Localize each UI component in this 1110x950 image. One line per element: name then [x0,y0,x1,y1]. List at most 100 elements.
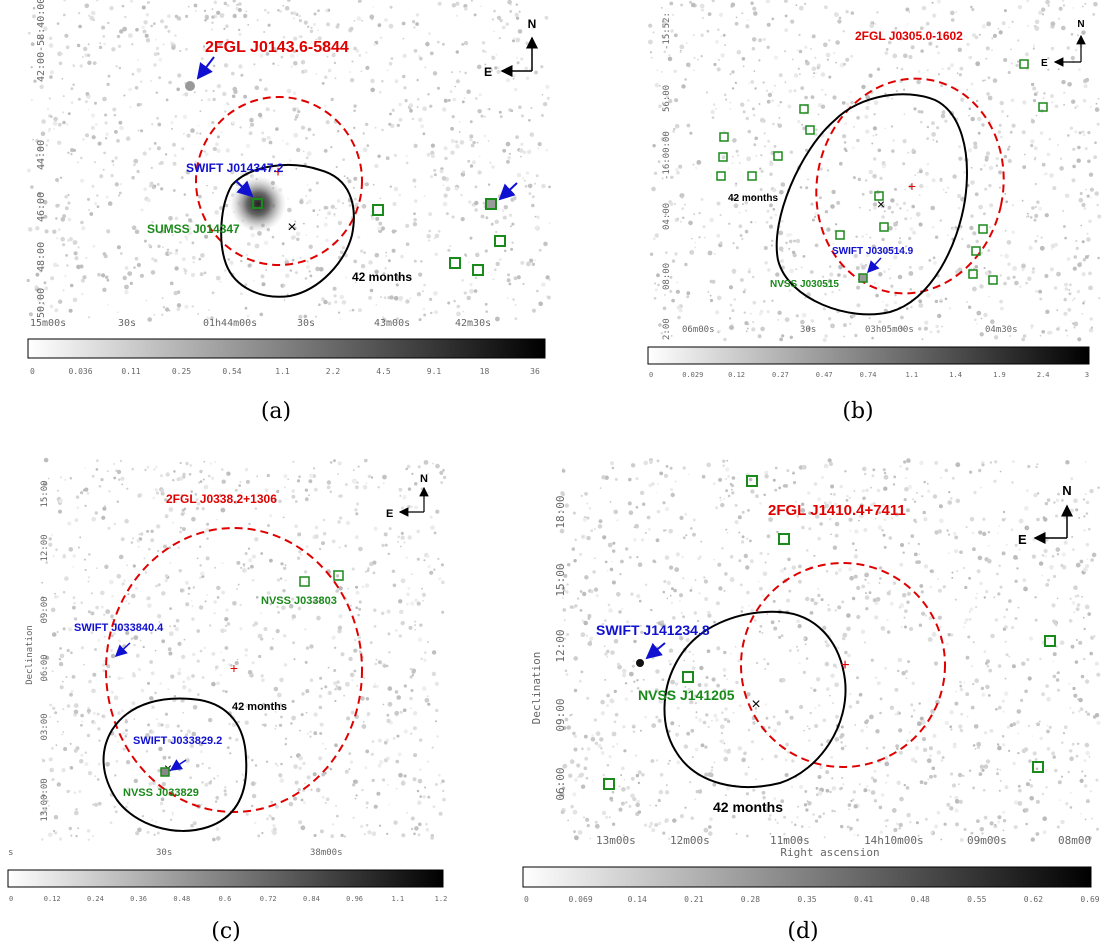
y-tick-label: 13:00:00 [40,778,50,821]
bat-position-marker: × [751,696,760,713]
sky-image [39,457,447,842]
fermi-position-marker: + [908,178,916,194]
arrow [196,56,215,80]
colorbar-tick-label: 0.036 [68,367,92,376]
y-axis-label: Declination [530,652,543,725]
y-tick-label: 15:00 [554,563,567,596]
x-tick-labels: 13m00s 12m00s 11m00s 14h10m00s 09m00s 08… [596,834,1091,847]
swift-label: SWIFT J014347.2 [186,161,284,175]
counterpart-markers [603,475,1056,790]
fermi-error-ellipse [105,527,363,813]
colorbar-tick-label: 18 [480,367,490,376]
y-tick-label: 04:00 [662,203,672,230]
y-tick-label: 08:00 [662,263,672,290]
y-tick-label: -15:52: [662,12,672,50]
y-tick-label: 12:00 [40,534,50,561]
x-tick-label: s [8,848,13,858]
counterpart-label-2: NVSS J033803 [261,595,337,607]
x-tick-label: 14h10m00s [864,834,924,847]
x-tick-label: 13m00s [596,834,636,847]
colorbar-tick-label: 4.5 [376,367,391,376]
x-tick-label: 12m00s [670,834,710,847]
y-axis-label: Declination [25,625,35,685]
contour-label: 42 months [352,270,412,284]
x-tick-label: 42m30s [455,318,491,329]
x-tick-label: 11m00s [770,834,810,847]
arrow [235,180,254,198]
swift-label: SWIFT J033829.2 [133,735,222,747]
compass-north-label: N [528,17,537,31]
swift-label: SWIFT J141234.8 [596,622,710,638]
bat-position-marker: × [287,219,296,236]
sky-image [559,458,1101,843]
counterpart-marker [485,198,497,210]
colorbar-tick-label: 0.72 [260,895,277,903]
panel-d: + × 2FGL J1410.4+7411 SWIFT J141234.8 NV… [500,450,1110,950]
colorbar-tick-label: 1.1 [391,895,404,903]
x-tick-label: 38m00s [310,848,343,858]
arrow [645,642,666,660]
x-tick-label: 15m00s [30,318,66,329]
y-tick-labels: 18:00 15:00 12:00 09:00 06:00 [554,495,567,800]
compass-east-label: E [1018,532,1027,547]
fermi-error-ellipse [195,96,363,266]
colorbar-tick-label: 0.36 [130,895,147,903]
x-tick-label: 01h44m00s [203,318,257,329]
fermi-error-ellipse [815,77,1005,295]
y-tick-label: 06:00 [554,767,567,800]
panel-caption: (a) [261,399,291,424]
y-tick-label: 46:00 [36,192,47,222]
colorbar-tick-label: 0 [30,367,35,376]
colorbar-tick-label: 0.24 [87,895,104,903]
colorbar-tick-label: 1.1 [905,371,918,379]
counterpart-label: NVSS J141205 [638,687,735,703]
colorbar [522,866,1092,888]
y-tick-label: 44:00 [36,140,47,170]
y-tick-label: 03:00 [40,713,50,740]
contour-label: 42 months [728,193,778,204]
compass: N E [386,473,429,520]
counterpart-label: NVSS J033829 [123,787,199,799]
colorbar-tick-label: 0.12 [44,895,61,903]
colorbar-tick-label: 36 [530,367,540,376]
colorbar-tick-label: 0.47 [816,371,833,379]
compass-north-label: N [1077,19,1084,30]
x-tick-labels: s 30s 38m00s [8,848,343,858]
y-tick-labels: 42:00-58:40:00 44:00 46:00 48:00 50:00 [36,0,47,318]
counterpart-marker [494,235,506,247]
y-tick-label: 12:00 [554,629,567,662]
colorbar-tick-label: 1.4 [949,371,962,379]
fermi-label: 2FGL J1410.4+7411 [768,502,906,519]
x-tick-label: 09m00s [967,834,1007,847]
colorbar-tick-label: 0.62 [1024,895,1043,904]
colorbar-tick-label: 0.41 [854,895,873,904]
fermi-label: 2FGL J0143.6-5844 [205,39,349,56]
panel-caption: (d) [787,919,818,944]
colorbar [7,869,444,888]
compass-east-label: E [1041,58,1048,69]
x-tick-label: 30s [118,318,136,329]
x-tick-label: 04m30s [985,325,1018,335]
x-tick-labels: 15m00s 30s 01h44m00s 30s 43m00s 42m30s [30,318,491,329]
compass: N E [1041,19,1086,69]
x-tick-label: 30s [800,325,816,335]
compass-north-label: N [1062,483,1071,498]
fermi-label: 2FGL J0338.2+1306 [166,492,277,506]
x-tick-label: 43m00s [374,318,410,329]
compass: N E [484,17,538,79]
colorbar-tick-label: 0.029 [682,371,703,379]
colorbar-tick-label: 0.54 [222,367,241,376]
x-tick-label: 06m00s [682,325,715,335]
colorbar-tick-label: 0.48 [911,895,930,904]
x-tick-label: 03h05m00s [865,325,914,335]
y-tick-label: -16:00:00 [662,131,672,180]
swift-label-2: SWIFT J033840.4 [74,622,164,634]
colorbar-ticks: 0 0.12 0.24 0.36 0.48 0.6 0.72 0.84 0.96 1.1 1.2 [9,895,447,903]
x-tick-labels: 06m00s 30s 03h05m00s 04m30s [682,325,1018,335]
arrow [114,642,131,658]
y-tick-label: 42:00-58:40:00 [36,0,47,82]
colorbar [27,338,546,359]
counterpart-markers [160,570,344,777]
x-tick-label: 30s [297,318,315,329]
colorbar-tick-label: 0 [524,895,529,904]
